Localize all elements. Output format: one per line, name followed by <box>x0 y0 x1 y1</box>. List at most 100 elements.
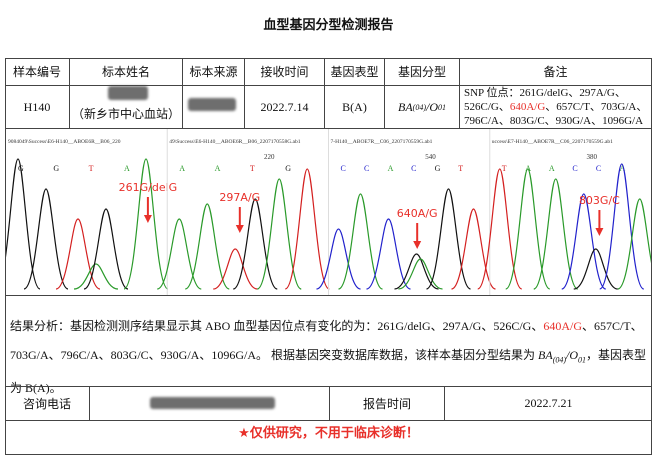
trace-peak <box>394 253 439 290</box>
header-cell: 标本来源 <box>183 58 245 86</box>
base: T <box>502 164 507 173</box>
base: C <box>596 164 601 173</box>
base: A <box>549 164 555 173</box>
position: 540 <box>425 153 436 161</box>
trace-peak <box>213 248 258 290</box>
trace-peak <box>451 208 496 290</box>
header-cell: 样本编号 <box>5 58 70 86</box>
trace-peak <box>573 248 618 290</box>
trace-peak <box>156 218 202 290</box>
trace-peak <box>6 158 41 290</box>
arrow-head <box>595 228 604 236</box>
file-name: 9084049\Success\E6-H140__ABOE6R__B06_220 <box>8 139 121 145</box>
text-segment: 640A/G <box>543 319 583 333</box>
rule <box>5 420 652 421</box>
base: G <box>285 164 291 173</box>
trace-peak <box>477 168 523 290</box>
base: G <box>435 164 441 173</box>
header-cell: 基因表型 <box>325 58 385 86</box>
trace-peak <box>561 193 607 290</box>
redaction <box>108 86 148 100</box>
trace-peak <box>533 178 579 290</box>
trace-peak <box>123 158 169 290</box>
trace-peak <box>55 218 101 290</box>
trace-peak <box>284 168 330 290</box>
trace-peak <box>398 258 443 290</box>
text-segment: (04) <box>552 355 567 365</box>
text-segment: 01 <box>438 102 446 112</box>
base: C <box>572 164 577 173</box>
trace-peak <box>232 198 278 290</box>
arrow-head <box>143 215 152 223</box>
text-segment: BA <box>538 348 553 362</box>
data-cell: H140 <box>5 86 70 129</box>
footer-cell: 咨询电话 <box>5 386 90 420</box>
genotype-cell: BA (04)/O 01 <box>385 86 460 129</box>
footer-cell: 2022.7.21 <box>524 395 573 410</box>
rule <box>5 295 652 296</box>
base: A <box>619 164 625 173</box>
base: C <box>364 164 369 173</box>
header-cell: 接收时间 <box>245 58 325 86</box>
file-name: 7-H140__ABOE7R__C06_2207170559G.ab1 <box>331 139 433 145</box>
header-cell: 标本姓名 <box>70 58 183 86</box>
trace-peak <box>617 198 651 290</box>
text-segment: 01 <box>578 355 587 365</box>
trace-peak <box>505 168 551 290</box>
trace-peak <box>338 193 383 290</box>
trace-peak <box>83 208 129 290</box>
trace-peak <box>316 228 361 290</box>
footer-cell <box>90 386 330 420</box>
variant-label: 297A/G <box>219 191 260 204</box>
trace-peak <box>425 188 472 290</box>
text-segment: /O <box>566 348 579 362</box>
base: A <box>388 164 394 173</box>
data-cell: 2022.7.14 <box>245 86 325 129</box>
text-segment: /O <box>426 99 438 114</box>
base: G <box>53 164 59 173</box>
trace-peak <box>256 178 302 290</box>
text-segment: 、657C/T、703G/A、796C/A、803G/C、930G/A、1096… <box>10 319 643 362</box>
arrow-head <box>413 241 422 249</box>
chromatograms: 9084049\Success\E6-H140__ABOE6R__B06_220… <box>6 129 651 295</box>
base: A <box>179 164 185 173</box>
text-segment: 结果分析：基因检测测序结果显示其 ABO 血型基因位点有变化的为：261G/de… <box>10 319 544 333</box>
text-segment: 、657C/T、703G/A、796C/A、803G/C、930G/A、1096… <box>464 101 648 127</box>
warning: ★仅供研究，不用于临床诊断！ <box>238 426 419 441</box>
title: 血型基因分型检测报告 <box>263 18 394 33</box>
trace-peak <box>599 163 645 290</box>
redaction <box>150 397 275 409</box>
trace-peak <box>23 188 69 290</box>
base: A <box>215 164 221 173</box>
rule <box>5 386 652 387</box>
base: T <box>250 164 255 173</box>
file-name: uccess\E7-H140__ABOE7R__C06_2207170559G.… <box>492 139 613 145</box>
base: A <box>525 164 531 173</box>
position: 220 <box>264 153 275 161</box>
variant-label: 803G/C <box>579 194 620 207</box>
base: C <box>411 164 416 173</box>
base: C <box>341 164 346 173</box>
header-cell: 基因分型 <box>385 58 460 86</box>
conclusion: 结果分析：基因检测测序结果显示其 ABO 血型基因位点有变化的为：261G/de… <box>10 312 648 403</box>
text-segment: (04) <box>412 102 426 112</box>
arrow-head <box>235 225 244 233</box>
note-cell: SNP 位点：261G/delG、297A/G、526C/G、640A/G、65… <box>460 86 652 129</box>
trace-peak <box>73 263 119 290</box>
trace-peak <box>366 218 411 290</box>
position: 380 <box>587 153 598 161</box>
footer-cell: 报告时间 <box>330 386 445 420</box>
base: T <box>89 164 94 173</box>
trace-peak <box>184 203 230 290</box>
text-segment: SNP 位点：261G/delG、297A/G、526C/G、 <box>464 87 626 113</box>
file-name: 49\Success\E6-H140__ABOE6R__B06_22071705… <box>169 139 300 145</box>
text-segment: ，基因表型为 B(A)。 <box>10 348 647 396</box>
variant-label: 640A/G <box>397 207 438 220</box>
data-cell <box>183 86 245 129</box>
variant-label: 261G/delG <box>119 181 178 194</box>
base: A <box>124 164 130 173</box>
base: T <box>458 164 463 173</box>
header-cell: 备注 <box>460 58 652 86</box>
data-cell: B(A) <box>325 86 385 129</box>
